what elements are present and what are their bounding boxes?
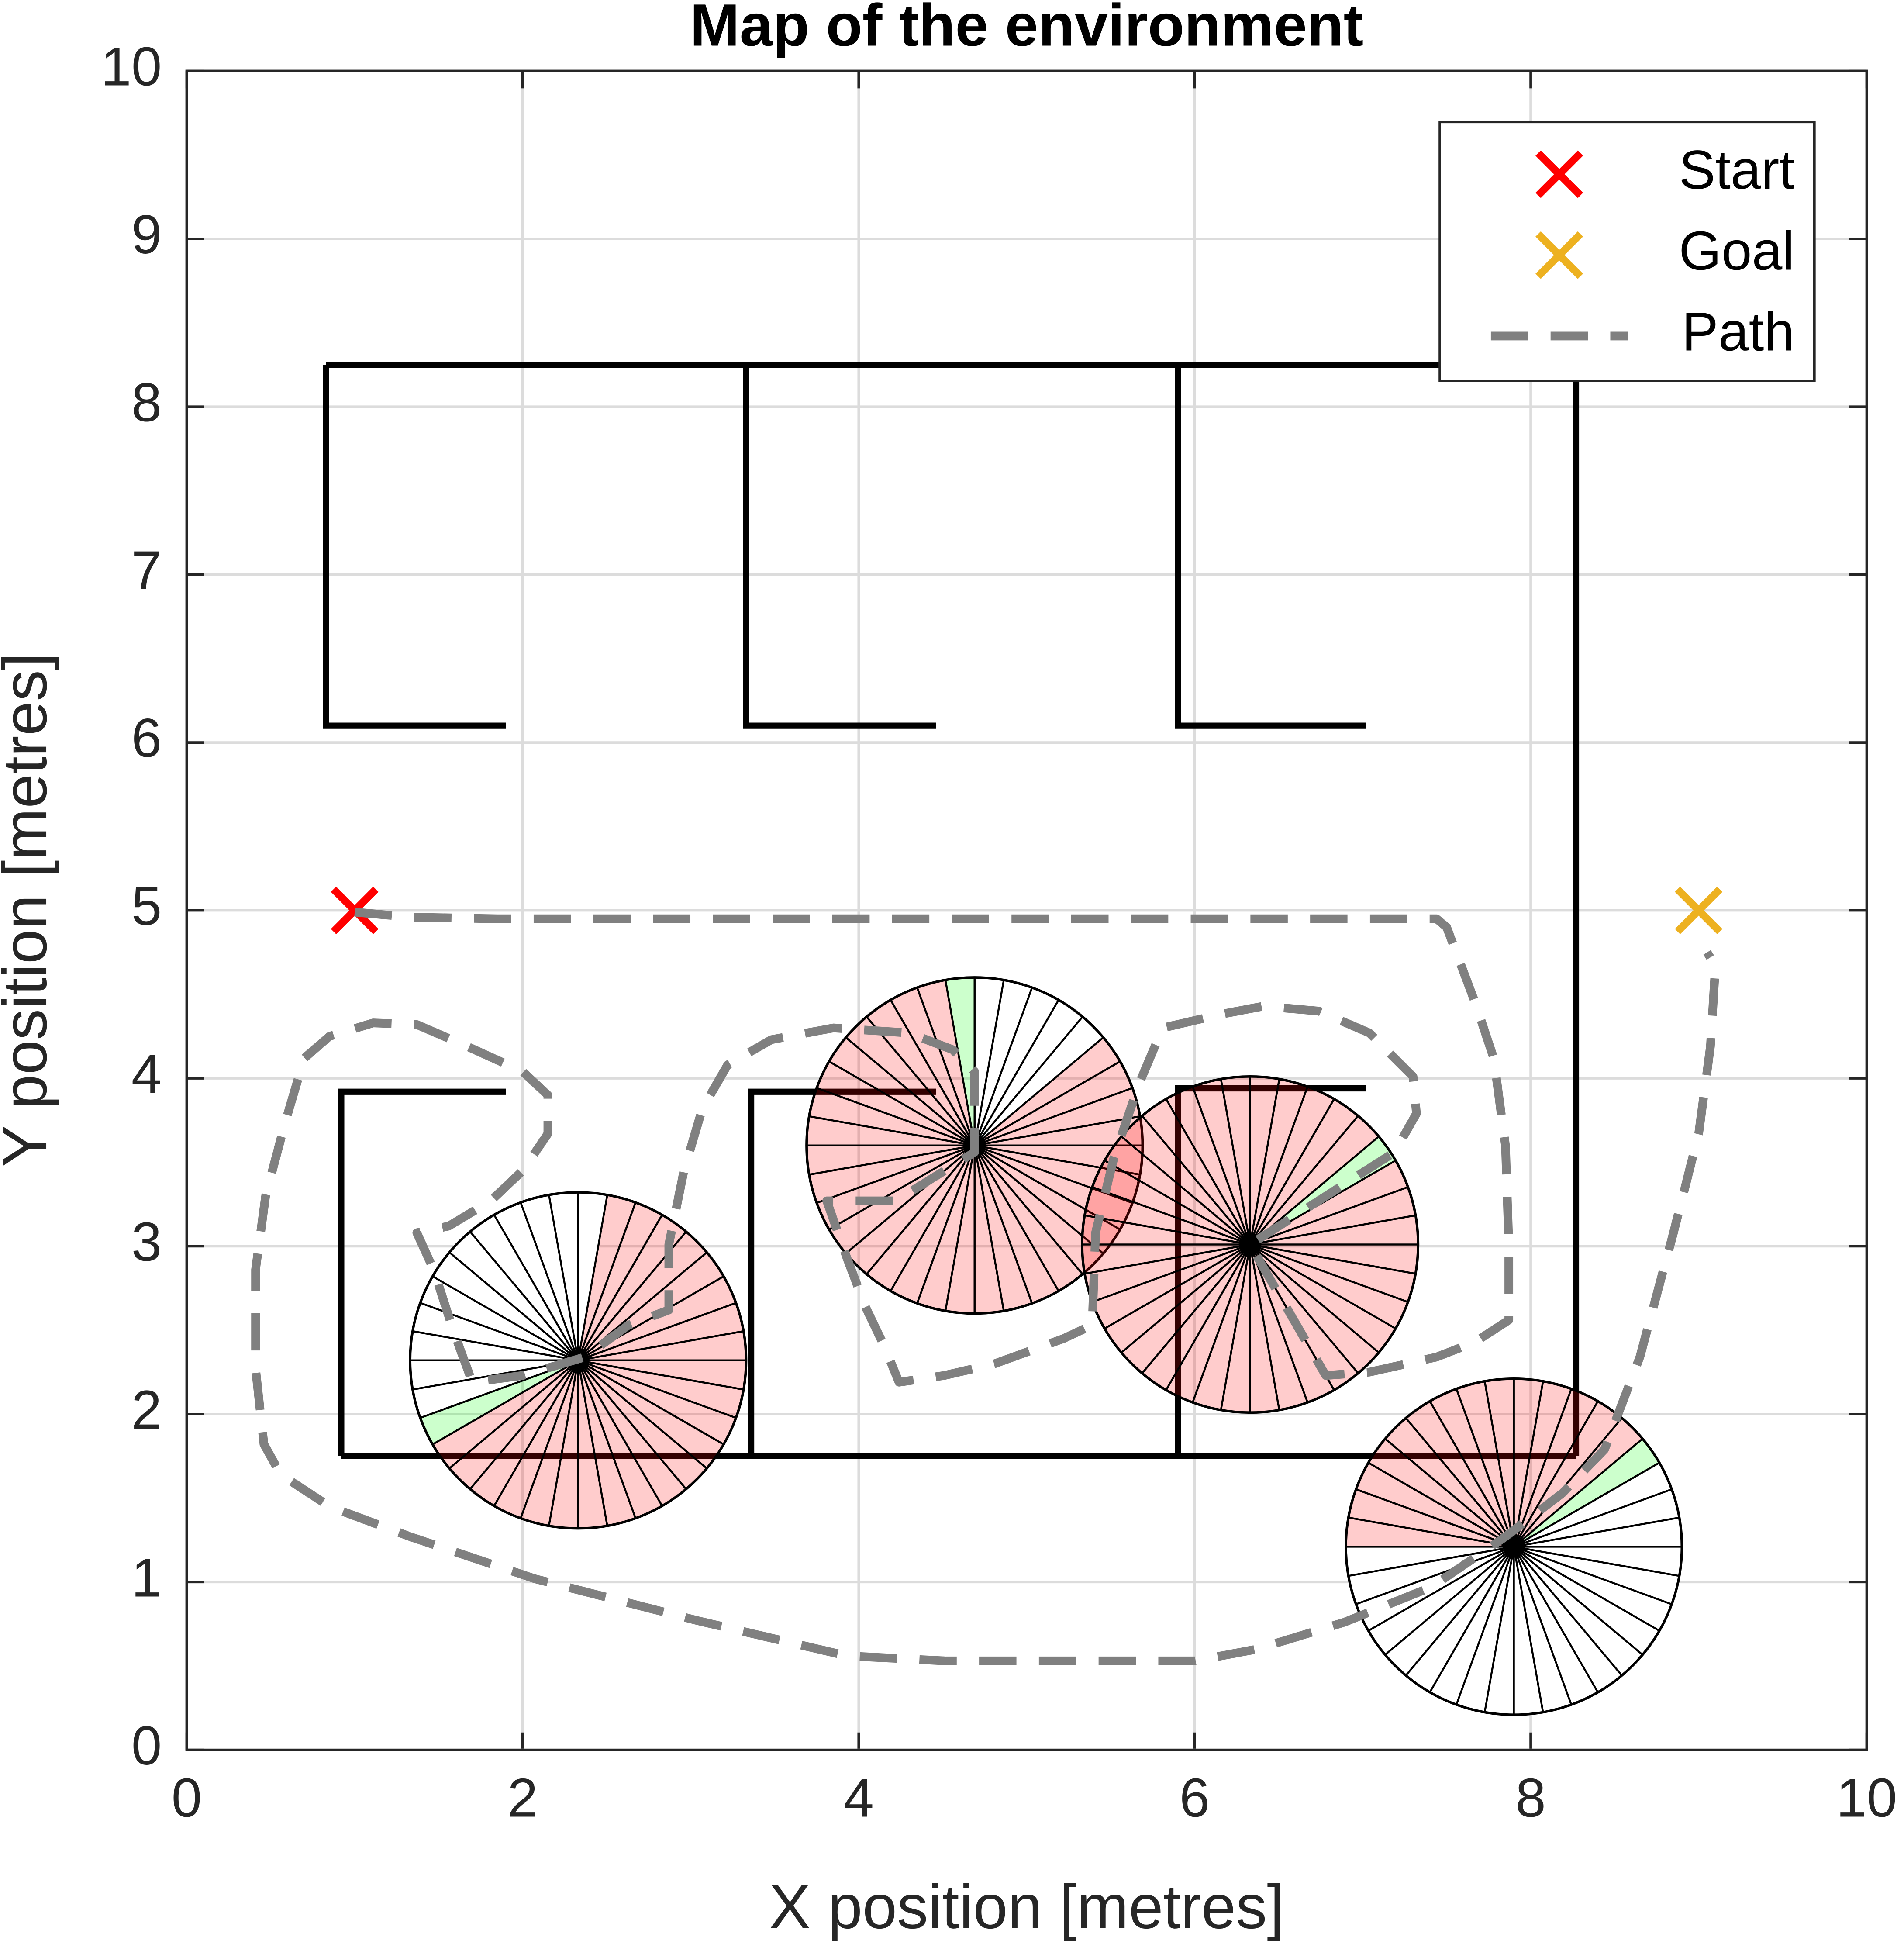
sensor xyxy=(409,1191,748,1530)
x-tick-label: 6 xyxy=(1180,1767,1210,1828)
legend-marker-stroke xyxy=(1535,150,1583,198)
sensor-outline xyxy=(1081,1075,1420,1414)
marker-stroke xyxy=(331,887,379,935)
marker-stroke xyxy=(1675,887,1723,935)
y-tick-label: 0 xyxy=(131,1715,162,1776)
y-tick-label: 9 xyxy=(131,204,162,265)
marker xyxy=(331,887,379,935)
y-tick-label: 8 xyxy=(131,371,162,433)
x-tick-label: 0 xyxy=(172,1767,202,1828)
sensor-outline xyxy=(805,976,1144,1315)
wall xyxy=(323,365,506,729)
x-axis-label: X position [metres] xyxy=(769,1872,1284,1942)
legend-label: Goal xyxy=(1679,220,1794,281)
x-tick-label: 8 xyxy=(1515,1767,1546,1828)
sensor-outline xyxy=(1345,1377,1683,1716)
wall xyxy=(743,365,936,729)
legend-marker xyxy=(1535,231,1583,279)
marker xyxy=(1675,887,1723,935)
legend-marker-stroke xyxy=(1535,231,1583,279)
x-tick-label: 2 xyxy=(507,1767,538,1828)
wall xyxy=(338,1088,506,1456)
sensor xyxy=(805,976,1144,1315)
wall xyxy=(1175,1085,1366,1456)
y-tick-label: 1 xyxy=(131,1547,162,1608)
legend: Start Goal Path xyxy=(1438,121,1816,382)
y-tick-label: 4 xyxy=(131,1043,162,1105)
y-tick-label: 2 xyxy=(131,1379,162,1440)
chart-title: Map of the environment xyxy=(690,0,1363,59)
x-tick-label: 10 xyxy=(1836,1767,1897,1828)
y-tick-label: 10 xyxy=(101,36,162,97)
legend-label: Path xyxy=(1682,301,1794,362)
y-axis-label: Y position [metres] xyxy=(0,652,60,1167)
axes-box xyxy=(185,69,1868,1751)
legend-label: Start xyxy=(1679,139,1794,200)
wall xyxy=(1175,365,1366,729)
sensor xyxy=(1345,1377,1683,1716)
wall xyxy=(748,1088,936,1456)
path-line xyxy=(251,908,1720,1665)
legend-marker xyxy=(1535,150,1583,198)
y-tick-label: 7 xyxy=(131,539,162,601)
sensor-outline xyxy=(409,1191,748,1530)
x-tick-label: 4 xyxy=(843,1767,874,1828)
y-tick-label: 5 xyxy=(131,875,162,937)
y-tick-label: 3 xyxy=(131,1211,162,1273)
y-tick-label: 6 xyxy=(131,707,162,769)
sensor xyxy=(1081,1075,1420,1414)
